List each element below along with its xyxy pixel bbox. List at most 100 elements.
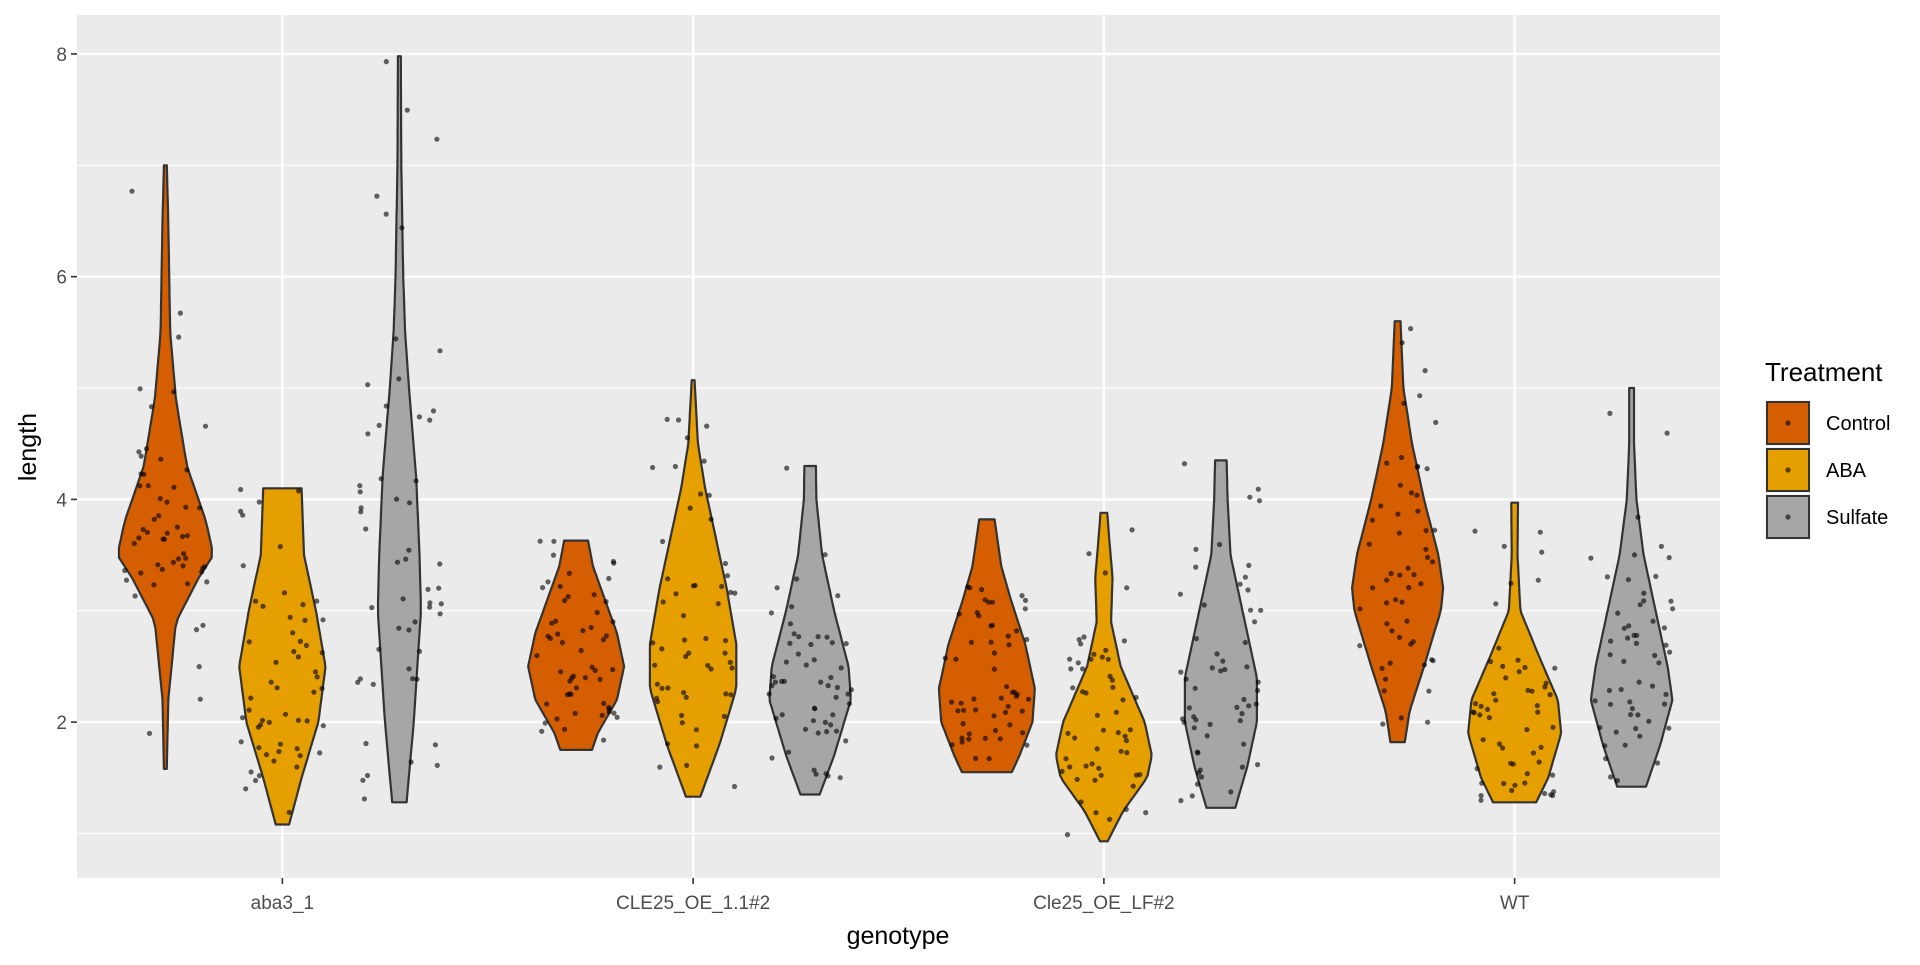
data-point xyxy=(383,211,389,217)
data-point xyxy=(1100,727,1107,733)
data-point xyxy=(1007,722,1013,728)
data-point xyxy=(1415,508,1421,514)
data-point xyxy=(294,746,300,752)
y-tick-label: 4 xyxy=(56,490,67,511)
data-point xyxy=(1024,636,1030,643)
data-point xyxy=(312,669,319,675)
data-point xyxy=(1484,706,1491,713)
data-point xyxy=(687,505,693,511)
data-point xyxy=(393,336,399,342)
legend-label: Sulfate xyxy=(1826,507,1888,529)
data-point xyxy=(998,695,1004,701)
data-point xyxy=(1074,776,1080,783)
data-point xyxy=(1637,733,1643,739)
data-point xyxy=(197,696,203,702)
data-point xyxy=(199,569,205,575)
x-tick-label: aba3_1 xyxy=(251,893,314,914)
data-point xyxy=(196,664,202,670)
data-point xyxy=(365,431,371,437)
data-point xyxy=(681,637,688,643)
data-point xyxy=(1547,692,1553,698)
violin-sulfate xyxy=(768,464,852,796)
data-point xyxy=(808,641,814,648)
data-point xyxy=(588,624,594,631)
data-point xyxy=(1075,660,1081,666)
data-point xyxy=(1472,528,1478,534)
data-point xyxy=(1255,486,1261,492)
y-tick-label: 2 xyxy=(56,713,67,734)
data-point xyxy=(693,727,700,733)
y-tick-label: 8 xyxy=(56,45,67,66)
data-point xyxy=(1002,709,1009,716)
data-point xyxy=(1414,492,1420,498)
data-point xyxy=(406,627,412,633)
x-tick-label: WT xyxy=(1500,893,1530,914)
data-point xyxy=(562,598,568,604)
data-point xyxy=(573,685,580,691)
data-point xyxy=(430,408,437,414)
data-point xyxy=(406,666,412,672)
data-point xyxy=(436,585,442,591)
data-point xyxy=(1067,656,1073,662)
data-point xyxy=(727,659,733,666)
data-point xyxy=(1424,466,1430,472)
data-point xyxy=(1418,581,1424,587)
data-point xyxy=(1510,761,1516,767)
data-point xyxy=(1388,570,1394,577)
data-point xyxy=(1384,621,1390,627)
data-point xyxy=(1244,664,1250,670)
data-point xyxy=(1548,792,1554,798)
data-point xyxy=(255,724,261,730)
data-point xyxy=(1242,574,1248,580)
data-point xyxy=(606,709,612,715)
data-point xyxy=(673,591,679,597)
data-point xyxy=(810,718,817,724)
data-point xyxy=(1641,598,1647,604)
data-point xyxy=(1137,772,1143,778)
data-point xyxy=(1022,606,1028,612)
data-point xyxy=(825,683,831,689)
data-point xyxy=(679,720,685,726)
data-point xyxy=(1633,640,1640,647)
data-point xyxy=(1393,597,1399,603)
data-point xyxy=(434,762,440,769)
data-point xyxy=(679,712,685,719)
data-point xyxy=(1253,701,1259,707)
data-point xyxy=(1633,725,1639,732)
data-point xyxy=(274,685,280,691)
data-point xyxy=(582,675,589,681)
data-point xyxy=(684,762,690,769)
data-point xyxy=(137,483,143,489)
data-point xyxy=(731,783,738,790)
data-point xyxy=(416,648,423,655)
data-point xyxy=(438,601,444,607)
data-point xyxy=(554,716,560,722)
data-point xyxy=(287,614,293,620)
data-point xyxy=(665,576,671,582)
data-point xyxy=(181,551,187,557)
data-point xyxy=(779,678,785,685)
data-point xyxy=(164,499,170,505)
data-point xyxy=(1606,687,1612,694)
data-point xyxy=(1198,774,1205,780)
data-point xyxy=(180,563,186,569)
data-point xyxy=(259,717,266,723)
data-point xyxy=(786,749,792,755)
axis-layer: 2 4 6 8 aba3_1 CLE25_OE_1.1#2 Cle25_OE_LF#2 WT xyxy=(56,45,1529,914)
data-point xyxy=(1522,664,1528,671)
data-point xyxy=(1102,570,1108,576)
data-point xyxy=(437,561,443,567)
data-point xyxy=(1653,573,1659,580)
data-point xyxy=(1479,780,1485,786)
data-point xyxy=(986,756,992,762)
data-point xyxy=(320,617,326,623)
data-point xyxy=(266,719,272,726)
data-point xyxy=(1081,634,1087,640)
data-point xyxy=(960,721,966,727)
data-point xyxy=(138,453,144,459)
data-point xyxy=(966,731,972,737)
data-point xyxy=(654,695,660,702)
data-point xyxy=(652,662,658,668)
data-point xyxy=(1123,806,1129,813)
